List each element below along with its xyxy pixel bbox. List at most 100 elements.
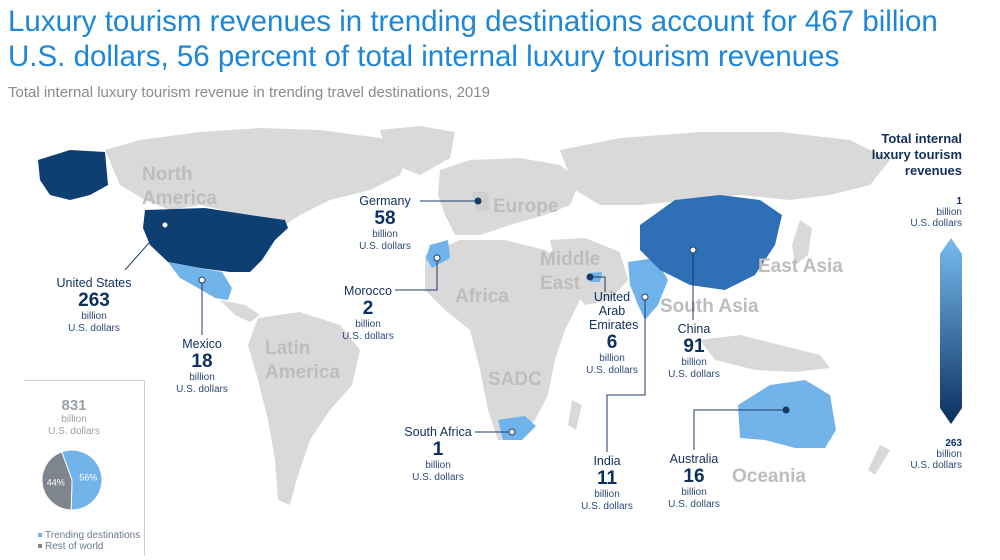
- label-value: 2: [362, 298, 374, 319]
- pie-slice-1: [41, 451, 73, 511]
- legend-min: 1 billion U.S. dollars: [910, 196, 962, 229]
- leader-uae: [590, 276, 606, 292]
- label-unit: U.S. dollars: [668, 369, 720, 380]
- total-pie-chart: 56% 44%: [41, 449, 103, 511]
- landmass-group: [105, 126, 890, 505]
- region-label-east-asia: East Asia: [758, 256, 843, 277]
- country-morocco: [426, 240, 450, 268]
- label-value: 1: [432, 439, 444, 460]
- label-name: United Arab Emirates: [589, 290, 639, 332]
- dot-morocco: [433, 254, 441, 262]
- landmass-africa: [425, 240, 580, 440]
- total-unit1: billion: [61, 414, 87, 425]
- label-value: 16: [683, 466, 705, 487]
- label-unit: billion: [81, 311, 107, 322]
- landmass-south-america: [248, 312, 360, 505]
- label-unit: billion: [372, 229, 398, 240]
- label-unit: U.S. dollars: [668, 499, 720, 510]
- region-label-latin-america-1: Latin: [265, 338, 310, 359]
- label-value: 18: [191, 351, 213, 372]
- label-unit: U.S. dollars: [586, 365, 638, 376]
- landmass-central-america: [220, 300, 260, 322]
- landmass-europe: [438, 158, 580, 235]
- label-unit: U.S. dollars: [359, 241, 411, 252]
- landmass-new-zealand: [868, 445, 890, 475]
- leader-dots: [161, 197, 790, 436]
- dot-south-africa: [508, 428, 516, 436]
- legend-min-unit2: U.S. dollars: [910, 218, 962, 229]
- label-germany: Germany 58 billion U.S. dollars: [345, 194, 425, 253]
- landmass-north-asia: [560, 132, 890, 205]
- total-inset: 831 billion U.S. dollars Trending destin…: [24, 380, 145, 556]
- label-name: China: [677, 322, 711, 336]
- landmass-middle-east: [550, 238, 628, 305]
- label-name: Germany: [359, 194, 411, 208]
- dot-us: [161, 221, 169, 229]
- label-unit: billion: [594, 489, 620, 500]
- landmass-japan: [792, 220, 812, 265]
- region-labels: North America Europe Middle East Africa …: [142, 164, 843, 487]
- dot-india: [641, 293, 649, 301]
- label-united-states: United States 263 billion U.S. dollars: [48, 276, 140, 335]
- total-unit2: U.S. dollars: [48, 426, 100, 437]
- pie-legend-label: Rest of world: [45, 541, 104, 552]
- region-label-middle-east-1: Middle: [540, 249, 600, 270]
- region-label-north-america-1: North: [142, 164, 193, 185]
- label-value: 58: [374, 208, 396, 229]
- country-united-states: [143, 208, 288, 272]
- label-unit: billion: [189, 372, 215, 383]
- label-mexico: Mexico 18 billion U.S. dollars: [162, 337, 242, 396]
- label-unit: U.S. dollars: [68, 323, 120, 334]
- dot-mexico: [198, 276, 206, 284]
- dot-uae: [586, 273, 594, 281]
- label-name: India: [593, 454, 621, 468]
- country-china: [640, 195, 782, 290]
- label-unit: billion: [681, 357, 707, 368]
- label-value: 6: [606, 332, 618, 353]
- dot-china: [689, 246, 697, 254]
- country-south-africa: [498, 416, 536, 440]
- legend-max-unit2: U.S. dollars: [910, 460, 962, 471]
- pie-legend-trending: Trending destinations: [38, 530, 140, 541]
- country-india: [628, 258, 668, 320]
- leader-lines: [124, 200, 786, 452]
- pie-legend-swatch: [38, 544, 42, 549]
- pie-slice-label-0: 56%: [79, 472, 97, 482]
- leader-india: [606, 297, 646, 452]
- label-unit: U.S. dollars: [581, 501, 633, 512]
- region-label-europe: Europe: [493, 196, 558, 217]
- pie-legend-rest: Rest of world: [38, 541, 103, 552]
- label-name: Morocco: [344, 284, 392, 298]
- label-name: South Africa: [404, 425, 472, 439]
- label-unit: billion: [355, 319, 381, 330]
- leader-australia: [693, 409, 786, 450]
- legend-max-unit1: billion: [936, 449, 962, 460]
- label-unit: billion: [425, 460, 451, 471]
- country-australia: [738, 380, 836, 448]
- label-value: 263: [78, 290, 110, 311]
- leader-us: [124, 224, 166, 271]
- legend-title: Total internal luxury tourism revenues: [871, 131, 962, 178]
- landmass-north-america: [105, 128, 410, 225]
- region-label-africa: Africa: [455, 286, 509, 307]
- leader-morocco: [395, 258, 438, 291]
- pie-legend-swatch: [38, 533, 42, 538]
- region-label-middle-east-2: East: [540, 273, 581, 294]
- label-unit: billion: [681, 487, 707, 498]
- label-value: 11: [596, 468, 618, 489]
- region-label-oceania: Oceania: [732, 466, 806, 487]
- label-unit: U.S. dollars: [342, 331, 394, 342]
- region-label-latin-america-2: America: [265, 362, 340, 383]
- label-unit: U.S. dollars: [412, 472, 464, 483]
- label-name: Mexico: [182, 337, 222, 351]
- region-label-south-asia: South Asia: [660, 296, 759, 317]
- legend-gradient-bar: [940, 238, 962, 424]
- legend-max-value: 263: [945, 438, 962, 449]
- legend-min-unit1: billion: [936, 207, 962, 218]
- label-morocco: Morocco 2 billion U.S. dollars: [328, 284, 408, 343]
- label-china: China 91 billion U.S. dollars: [654, 322, 734, 381]
- label-india: India 11 billion U.S. dollars: [567, 454, 647, 513]
- country-united-states-alaska: [38, 150, 108, 200]
- label-unit: billion: [599, 353, 625, 364]
